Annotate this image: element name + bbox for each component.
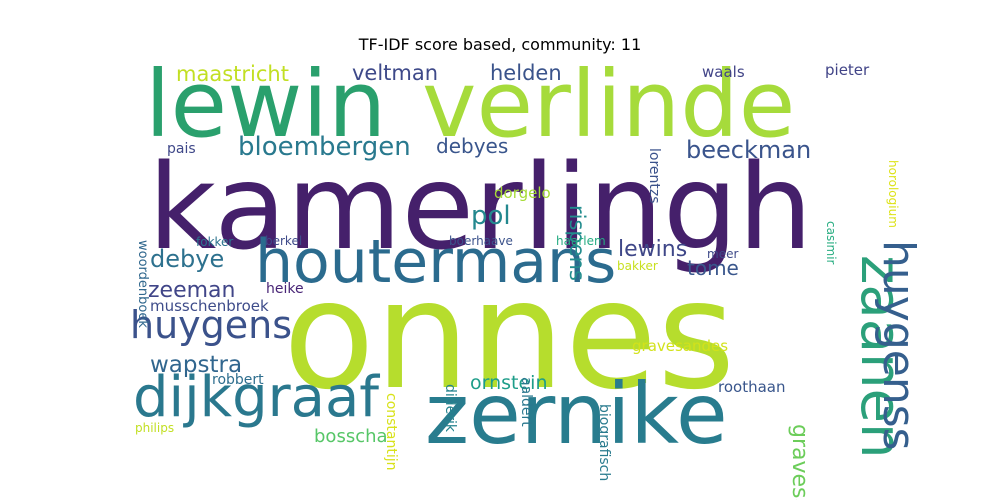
word-waals: waals: [702, 63, 745, 81]
word-bakker: bakker: [617, 259, 658, 273]
word-houtermans: houtermans: [255, 227, 616, 297]
word-pol: pol: [471, 201, 511, 231]
word-lewin: lewin: [145, 51, 386, 158]
word-zaanen: zaanen: [848, 255, 913, 458]
chart-title: TF-IDF score based, community: 11: [358, 35, 642, 54]
word-zernike: zernike: [425, 365, 728, 463]
word-gravesandes: gravesandes: [632, 337, 728, 355]
word-gravesande: gravesande: [787, 424, 812, 500]
word-debyes: debyes: [436, 134, 508, 158]
word-roothaan: roothaan: [718, 378, 785, 396]
word-huygens: huygens: [130, 303, 292, 347]
word-berkel: berkel: [265, 234, 302, 248]
word-dijkgraaf: dijkgraaf: [133, 365, 380, 430]
word-verlinde: verlinde: [422, 51, 795, 158]
word-lorentzs: lorentzs: [646, 148, 662, 204]
word-onnes: onnes: [283, 249, 735, 423]
word-helden: helden: [490, 61, 562, 85]
word-meer: meer: [707, 247, 738, 261]
word-ornstein: ornstein: [470, 372, 548, 394]
word-lewins: lewins: [618, 237, 687, 262]
word-veltman: veltman: [352, 61, 438, 85]
word-tome: tome: [687, 256, 739, 280]
word-bloembergen: bloembergen: [238, 132, 411, 162]
word-casimir: casimir: [824, 221, 838, 265]
word-huygenss: huygenss: [873, 240, 924, 451]
word-aaldert: aaldert: [518, 377, 534, 427]
word-musschenbroek: musschenbroek: [150, 297, 269, 315]
word-boerhaave: boerhaave: [449, 234, 513, 248]
word-bosscha: bosscha: [314, 426, 388, 447]
word-robbert: robbert: [212, 372, 264, 388]
word-rispens: rispens: [565, 205, 589, 281]
word-horologium: horologium: [886, 160, 900, 228]
word-heike: heike: [266, 281, 304, 297]
word-philips: philips: [135, 421, 174, 435]
word-debye: debye: [150, 245, 224, 273]
word-kamerlingh: kamerlingh: [148, 138, 813, 276]
word-constantijn: constantijn: [383, 393, 399, 471]
word-pieter: pieter: [825, 61, 870, 79]
word-pais: pais: [167, 141, 196, 157]
word-zeeman: zeeman: [148, 278, 235, 303]
word-woordenboek: woordenboek: [135, 240, 150, 328]
word-beeckman: beeckman: [686, 136, 811, 164]
word-diderik: diderik: [442, 384, 458, 433]
word-maastricht: maastricht: [176, 62, 289, 86]
word-fokker: fokker: [196, 235, 233, 249]
word-haarlem: haarlem: [556, 234, 606, 248]
word-dorgelo: dorgelo: [494, 184, 551, 202]
word-wapstra: wapstra: [150, 352, 242, 378]
word-biografisch: biografisch: [596, 404, 612, 481]
